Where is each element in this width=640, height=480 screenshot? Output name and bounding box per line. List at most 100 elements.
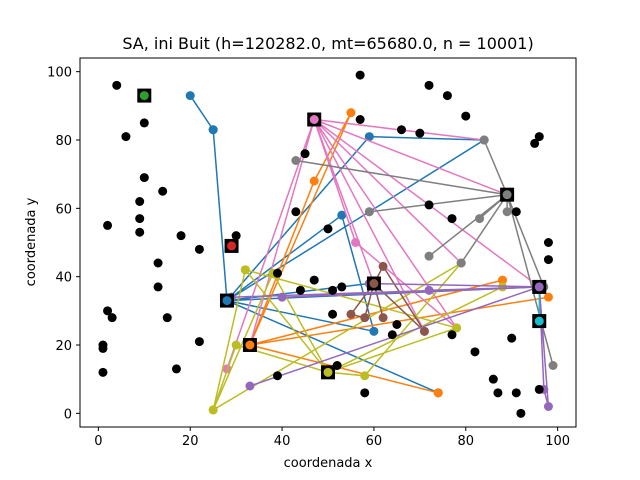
route-point [378, 313, 388, 323]
city-point [139, 118, 149, 128]
city-point [300, 149, 310, 159]
city-point [98, 343, 108, 353]
route-point [337, 210, 347, 220]
x-tick-label: 80 [458, 434, 475, 449]
route-point [346, 108, 356, 118]
route-point [433, 388, 443, 398]
route-point [240, 265, 250, 275]
city-point [98, 367, 108, 377]
city-point [360, 388, 370, 398]
city-point [396, 125, 406, 135]
city-point [272, 371, 282, 381]
x-tick-label: 20 [182, 434, 199, 449]
route-point [502, 207, 512, 217]
city-point [447, 214, 457, 224]
city-point [442, 91, 452, 101]
city-point [488, 374, 498, 384]
route-point [245, 381, 255, 391]
city-point [135, 214, 145, 224]
city-point [158, 186, 168, 196]
route-point [452, 323, 462, 333]
city-point [507, 333, 517, 343]
city-point [135, 197, 145, 206]
city-point [103, 306, 113, 316]
city-point [511, 207, 521, 217]
city-point [135, 227, 145, 237]
route-point [309, 176, 319, 186]
city-point [153, 258, 163, 268]
route-point [346, 309, 356, 319]
route-point [364, 132, 374, 142]
city-point [112, 80, 122, 90]
x-axis-ticks: 0 20 40 60 80 100 [94, 427, 570, 449]
chart-title: SA, ini Buit (h=120282.0, mt=65680.0, n … [122, 34, 533, 53]
route-point [185, 91, 195, 101]
depot-dot [227, 241, 237, 251]
city-point [424, 200, 434, 210]
city-point [291, 207, 301, 217]
depot-dot [534, 316, 544, 326]
city-point [516, 408, 526, 418]
city-point [424, 80, 434, 90]
route-line-2 [226, 117, 540, 370]
depot-dot [369, 279, 379, 288]
city-point [328, 309, 338, 319]
depot-dot [245, 340, 255, 350]
route-line-6 [231, 282, 550, 407]
route-point [360, 371, 370, 381]
city-point [415, 128, 425, 138]
x-tick-label: 100 [545, 434, 570, 449]
route-point [424, 251, 434, 261]
route-point [543, 292, 553, 302]
x-tick-label: 60 [366, 434, 383, 449]
city-point [543, 238, 553, 247]
city-point [323, 224, 333, 234]
city-point [171, 364, 181, 374]
depot-markers [137, 88, 547, 380]
depot-dot [502, 190, 512, 200]
depot-dot [309, 115, 319, 124]
depot-dot [534, 282, 544, 292]
y-tick-label: 40 [55, 271, 72, 286]
city-point [328, 285, 338, 295]
city-point [534, 132, 544, 142]
x-tick-label: 40 [274, 434, 291, 449]
depot-dot [222, 296, 232, 306]
plot-frame [79, 57, 577, 428]
x-axis-label: coordenada x [284, 456, 373, 471]
city-point [272, 268, 282, 278]
city-point [103, 220, 113, 230]
y-axis-ticks: 0 20 40 60 80 100 [47, 66, 80, 422]
city-point [139, 173, 149, 183]
city-point [121, 132, 131, 142]
route-point [351, 238, 361, 247]
city-point [392, 320, 402, 329]
city-point [176, 231, 186, 241]
route-point [543, 402, 553, 411]
city-point [511, 388, 521, 398]
y-tick-label: 80 [55, 134, 72, 149]
depot-dot [139, 91, 149, 101]
route-point [424, 285, 434, 295]
city-point [337, 282, 347, 292]
city-point [355, 70, 365, 80]
route-point [378, 261, 388, 271]
depot-dot [323, 367, 333, 377]
city-point [447, 330, 457, 340]
y-tick-label: 60 [55, 202, 72, 217]
route-point [479, 135, 489, 145]
route-point [456, 258, 466, 268]
route-point [231, 340, 241, 350]
route-point [360, 313, 370, 323]
city-point [470, 347, 480, 357]
y-tick-label: 0 [64, 407, 72, 422]
city-point [107, 313, 117, 323]
city-point [493, 388, 503, 398]
route-point [364, 207, 374, 217]
x-tick-label: 0 [94, 434, 102, 449]
route-point [277, 292, 287, 302]
city-point [194, 337, 204, 347]
city-point [461, 111, 471, 121]
route-point [475, 214, 485, 224]
